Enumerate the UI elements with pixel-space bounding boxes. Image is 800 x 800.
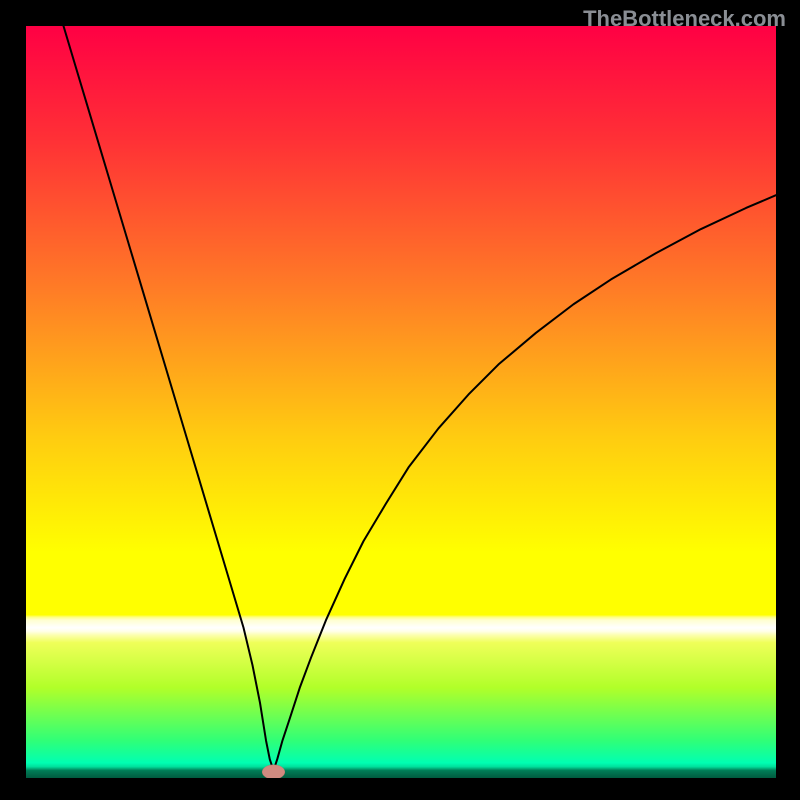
chart-container: TheBottleneck.com: [0, 0, 800, 800]
gradient-background: [26, 26, 776, 778]
minimum-marker: [262, 765, 285, 778]
bottleneck-chart: [26, 26, 776, 778]
watermark-text: TheBottleneck.com: [583, 6, 786, 32]
